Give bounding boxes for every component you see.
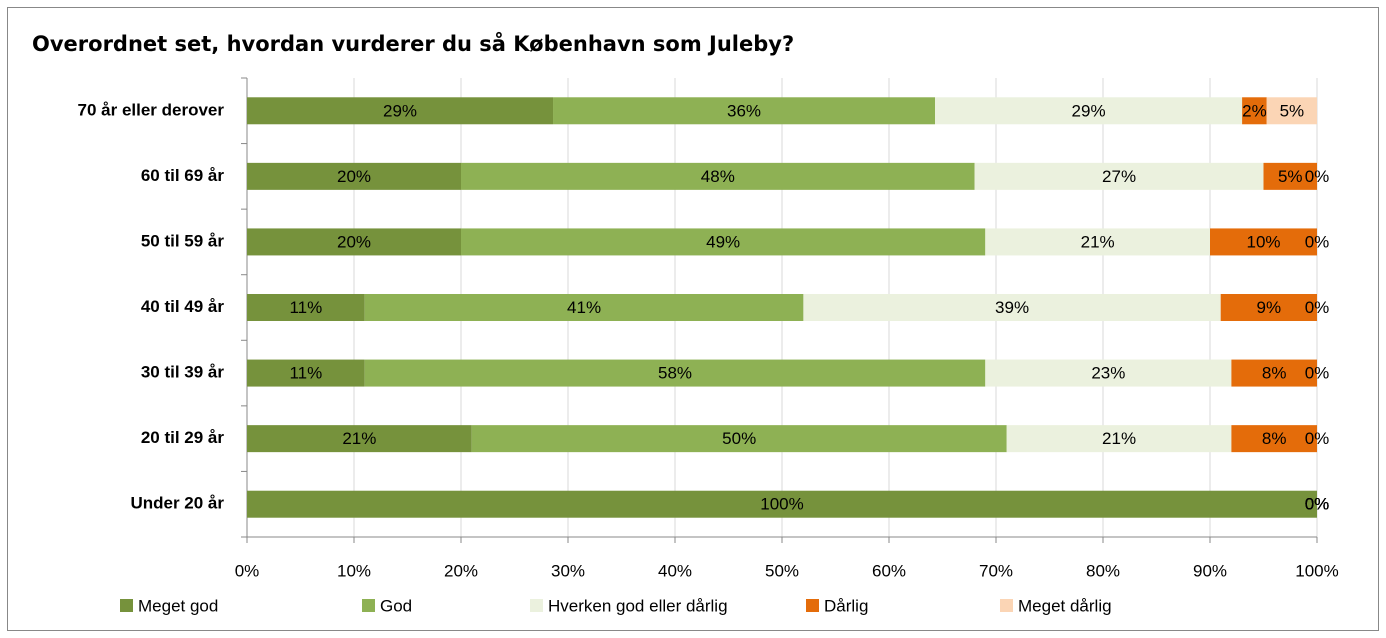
bar-segment (247, 425, 472, 453)
data-label: 0% (1305, 495, 1330, 514)
legend-swatch (120, 599, 133, 612)
data-label: 41% (567, 298, 601, 317)
bar-segment (471, 425, 1007, 453)
data-label: 48% (701, 167, 735, 186)
data-label: 11% (289, 364, 322, 383)
bar-segment (1220, 294, 1317, 321)
data-label: 49% (706, 232, 740, 251)
legend-label: Hverken god eller dårlig (548, 596, 728, 615)
data-label: 29% (383, 101, 417, 120)
bar-segment (247, 359, 365, 387)
x-tick-label: 60% (872, 561, 906, 580)
data-label: 27% (1102, 167, 1136, 186)
bar-segment (247, 228, 461, 256)
y-tick-label: 40 til 49 år (141, 297, 225, 316)
bar-segment (247, 162, 461, 190)
bar-segment (247, 294, 365, 321)
x-tick-label: 40% (658, 561, 692, 580)
data-label: 21% (342, 429, 376, 448)
bar-segment (1263, 162, 1317, 190)
bar-segment (247, 490, 1317, 518)
data-label: 29% (1072, 101, 1106, 120)
data-label: 21% (1102, 429, 1136, 448)
data-label: 0% (1305, 495, 1330, 514)
data-label: 8% (1262, 364, 1287, 383)
chart-title: Overordnet set, hvordan vurderer du så K… (32, 31, 794, 56)
x-tick-label: 50% (765, 561, 799, 580)
data-label: 10% (1246, 232, 1280, 251)
data-label: 23% (1091, 364, 1125, 383)
data-label: 100% (760, 495, 803, 514)
x-tick-label: 90% (1193, 561, 1227, 580)
data-label: 21% (1081, 232, 1115, 251)
bar-segment (247, 97, 554, 125)
legend-label: God (380, 596, 412, 615)
y-tick-label: 20 til 29 år (141, 428, 225, 447)
y-tick-label: 60 til 69 år (141, 166, 225, 185)
bar-segment (985, 228, 1210, 256)
data-label: 39% (995, 298, 1029, 317)
bar-segment (364, 359, 986, 387)
data-label: 0% (1305, 429, 1330, 448)
x-tick-label: 30% (551, 561, 585, 580)
data-label: 5% (1280, 101, 1305, 120)
legend-swatch (530, 599, 543, 612)
legend-swatch (806, 599, 819, 612)
x-tick-label: 100% (1295, 561, 1338, 580)
bar-segment (1231, 425, 1317, 453)
data-label: 5% (1278, 167, 1303, 186)
x-tick-label: 80% (1086, 561, 1120, 580)
data-label: 8% (1262, 429, 1287, 448)
data-label: 11% (289, 298, 322, 317)
y-tick-label: 30 til 39 år (141, 363, 225, 382)
data-label: 0% (1305, 298, 1330, 317)
data-label: 36% (727, 101, 761, 120)
bar-segment (461, 162, 975, 190)
bar-segment (364, 294, 804, 321)
data-label: 0% (1305, 167, 1330, 186)
data-label: 20% (337, 232, 371, 251)
bar-segment (553, 97, 936, 125)
bar-segment (1231, 359, 1317, 387)
legend-label: Meget dårlig (1018, 596, 1112, 615)
legend-swatch (1000, 599, 1013, 612)
bar-segment (803, 294, 1221, 321)
x-tick-label: 20% (444, 561, 478, 580)
bar-segment (935, 97, 1243, 125)
data-label: 50% (722, 429, 756, 448)
y-tick-label: 70 år eller derover (78, 100, 225, 119)
y-tick-label: 50 til 59 år (141, 231, 225, 250)
bar-segment (1210, 228, 1317, 256)
x-tick-label: 0% (235, 561, 260, 580)
y-tick-label: Under 20 år (130, 494, 224, 513)
data-label: 2% (1242, 101, 1267, 120)
legend-swatch (362, 599, 375, 612)
bar-segment (974, 162, 1264, 190)
x-tick-label: 10% (337, 561, 371, 580)
bar-segment (1242, 97, 1267, 125)
bar-segment (985, 359, 1232, 387)
data-label: 0% (1305, 232, 1330, 251)
x-tick-label: 70% (979, 561, 1013, 580)
bar-segment (461, 228, 986, 256)
data-label: 58% (658, 364, 692, 383)
data-label: 9% (1257, 298, 1282, 317)
bar-segment (1266, 97, 1317, 125)
data-label: 0% (1305, 495, 1330, 514)
legend-label: Meget god (138, 596, 218, 615)
data-label: 0% (1305, 364, 1330, 383)
bar-segment (1006, 425, 1232, 453)
data-label: 20% (337, 167, 371, 186)
legend-label: Dårlig (824, 596, 868, 615)
data-label: 0% (1305, 495, 1330, 514)
